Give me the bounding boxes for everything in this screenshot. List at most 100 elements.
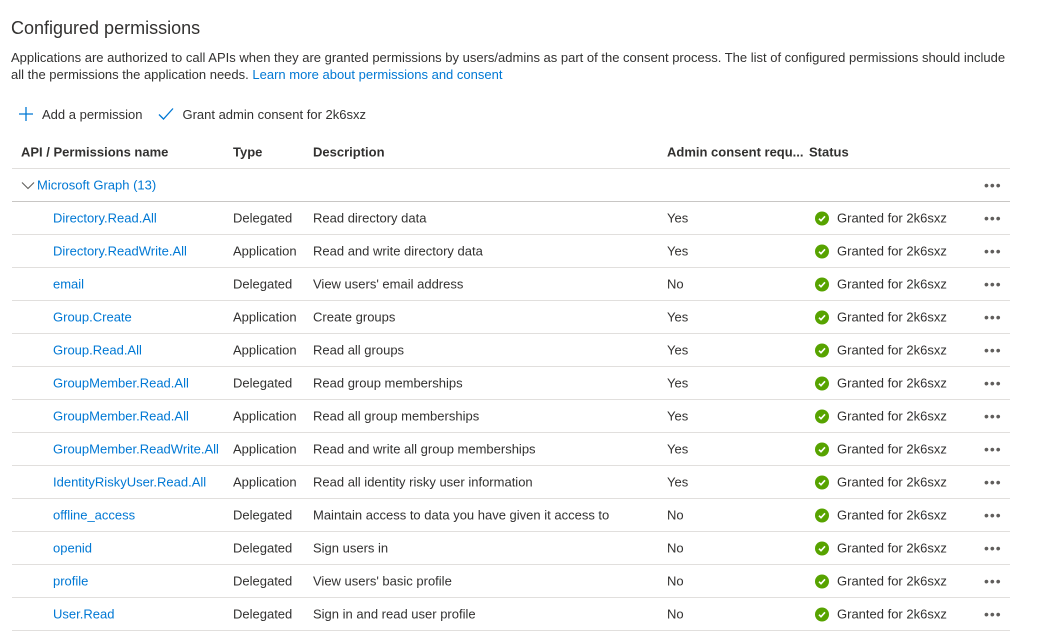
status-text: Granted for 2k6sxz — [837, 606, 947, 622]
permission-name-link[interactable]: Group.Read.All — [53, 342, 142, 358]
check-circle-icon — [815, 211, 829, 225]
status-badge: Granted for 2k6sxz — [815, 541, 947, 556]
column-header-name[interactable]: API / Permissions name — [21, 144, 169, 160]
more-options-button[interactable]: ••• — [984, 606, 1002, 622]
permission-name-link[interactable]: profile — [53, 573, 89, 589]
more-options-button[interactable]: ••• — [984, 507, 1002, 523]
check-circle-icon — [815, 442, 829, 456]
permission-type: Application — [233, 243, 297, 259]
check-circle-icon — [815, 343, 829, 357]
admin-consent-required: No — [667, 573, 684, 589]
permission-type: Application — [233, 408, 297, 424]
permission-type: Application — [233, 309, 297, 325]
page-title: Configured permissions — [11, 18, 201, 38]
status-text: Granted for 2k6sxz — [837, 276, 947, 292]
more-options-button[interactable]: ••• — [984, 573, 1002, 589]
status-badge: Granted for 2k6sxz — [815, 244, 947, 259]
admin-consent-required: Yes — [667, 474, 689, 490]
admin-consent-required: No — [667, 540, 684, 556]
check-circle-icon — [815, 607, 829, 621]
more-options-button[interactable]: ••• — [984, 408, 1002, 424]
status-text: Granted for 2k6sxz — [837, 540, 947, 556]
more-options-button[interactable]: ••• — [984, 177, 1002, 193]
grant-admin-consent-label: Grant admin consent for 2k6sxz — [182, 106, 366, 122]
more-options-button[interactable]: ••• — [984, 210, 1002, 226]
permission-type: Application — [233, 342, 297, 358]
status-badge: Granted for 2k6sxz — [815, 376, 947, 391]
check-circle-icon — [815, 310, 829, 324]
checkmark-icon — [158, 108, 174, 120]
admin-consent-required: Yes — [667, 309, 689, 325]
add-permission-button[interactable]: Add a permission — [18, 106, 142, 122]
status-badge: Granted for 2k6sxz — [815, 277, 947, 292]
permission-name-link[interactable]: email — [53, 276, 85, 292]
learn-more-link[interactable]: Learn more about permissions and consent — [252, 67, 503, 82]
permission-description: View users' basic profile — [313, 573, 452, 589]
admin-consent-required: No — [667, 606, 684, 622]
permission-description: Maintain access to data you have given i… — [313, 507, 610, 523]
more-options-button[interactable]: ••• — [984, 342, 1002, 358]
column-header-type[interactable]: Type — [233, 144, 263, 160]
column-header-description[interactable]: Description — [313, 144, 385, 160]
permission-description: Read directory data — [313, 210, 427, 226]
permission-description: Sign users in — [313, 540, 389, 556]
permission-name-link[interactable]: User.Read — [53, 606, 115, 622]
group-row-microsoft-graph: Microsoft Graph (13) ••• — [12, 169, 1010, 202]
permission-description: Read group memberships — [313, 375, 463, 391]
check-circle-icon — [815, 277, 829, 291]
admin-consent-required: Yes — [667, 441, 689, 457]
permission-name-link[interactable]: openid — [53, 540, 93, 556]
permission-type: Application — [233, 474, 297, 490]
check-circle-icon — [815, 475, 829, 489]
table-row: GroupMember.ReadWrite.All Application Re… — [12, 433, 1010, 466]
toolbar: Add a permission Grant admin consent for… — [18, 106, 366, 122]
column-header-status[interactable]: Status — [809, 144, 849, 160]
status-text: Granted for 2k6sxz — [837, 210, 947, 226]
more-options-button[interactable]: ••• — [984, 375, 1002, 391]
permission-type: Delegated — [233, 375, 293, 391]
table-row: email Delegated View users' email addres… — [12, 268, 1010, 301]
admin-consent-required: Yes — [667, 408, 689, 424]
more-options-button[interactable]: ••• — [984, 276, 1002, 292]
permission-name-link[interactable]: GroupMember.ReadWrite.All — [53, 441, 219, 457]
permission-description: Read all group memberships — [313, 408, 480, 424]
table-row: Group.Create Application Create groups Y… — [12, 301, 1010, 334]
status-badge: Granted for 2k6sxz — [815, 343, 947, 358]
check-circle-icon — [815, 508, 829, 522]
status-badge: Granted for 2k6sxz — [815, 310, 947, 325]
permission-rows: Directory.Read.All Delegated Read direct… — [12, 202, 1010, 631]
group-toggle[interactable]: Microsoft Graph (13) — [21, 178, 156, 193]
table-row: offline_access Delegated Maintain access… — [12, 499, 1010, 532]
status-text: Granted for 2k6sxz — [837, 342, 947, 358]
more-options-button[interactable]: ••• — [984, 441, 1002, 457]
more-options-button[interactable]: ••• — [984, 309, 1002, 325]
status-badge: Granted for 2k6sxz — [815, 475, 947, 490]
permission-name-link[interactable]: IdentityRiskyUser.Read.All — [53, 474, 207, 490]
status-text: Granted for 2k6sxz — [837, 243, 947, 259]
table-row: Directory.ReadWrite.All Application Read… — [12, 235, 1010, 268]
status-text: Granted for 2k6sxz — [837, 408, 947, 424]
permission-name-link[interactable]: Directory.ReadWrite.All — [53, 243, 187, 259]
permission-type: Delegated — [233, 276, 293, 292]
permission-type: Delegated — [233, 540, 293, 556]
check-circle-icon — [815, 409, 829, 423]
permission-description: Read all identity risky user information — [313, 474, 533, 490]
more-options-button[interactable]: ••• — [984, 540, 1002, 556]
permission-name-link[interactable]: Group.Create — [53, 309, 132, 325]
permission-description: Sign in and read user profile — [313, 606, 476, 622]
status-text: Granted for 2k6sxz — [837, 375, 947, 391]
table-row: IdentityRiskyUser.Read.All Application R… — [12, 466, 1010, 499]
status-badge: Granted for 2k6sxz — [815, 211, 947, 226]
status-text: Granted for 2k6sxz — [837, 507, 947, 523]
status-text: Granted for 2k6sxz — [837, 474, 947, 490]
permission-name-link[interactable]: Directory.Read.All — [53, 210, 157, 226]
more-options-button[interactable]: ••• — [984, 474, 1002, 490]
column-header-admin-consent[interactable]: Admin consent requ... — [667, 144, 804, 160]
permission-name-link[interactable]: offline_access — [53, 507, 136, 523]
permission-name-link[interactable]: GroupMember.Read.All — [53, 408, 189, 424]
admin-consent-required: Yes — [667, 375, 689, 391]
permission-name-link[interactable]: GroupMember.Read.All — [53, 375, 189, 391]
more-options-button[interactable]: ••• — [984, 243, 1002, 259]
status-badge: Granted for 2k6sxz — [815, 409, 947, 424]
grant-admin-consent-button[interactable]: Grant admin consent for 2k6sxz — [158, 106, 366, 122]
